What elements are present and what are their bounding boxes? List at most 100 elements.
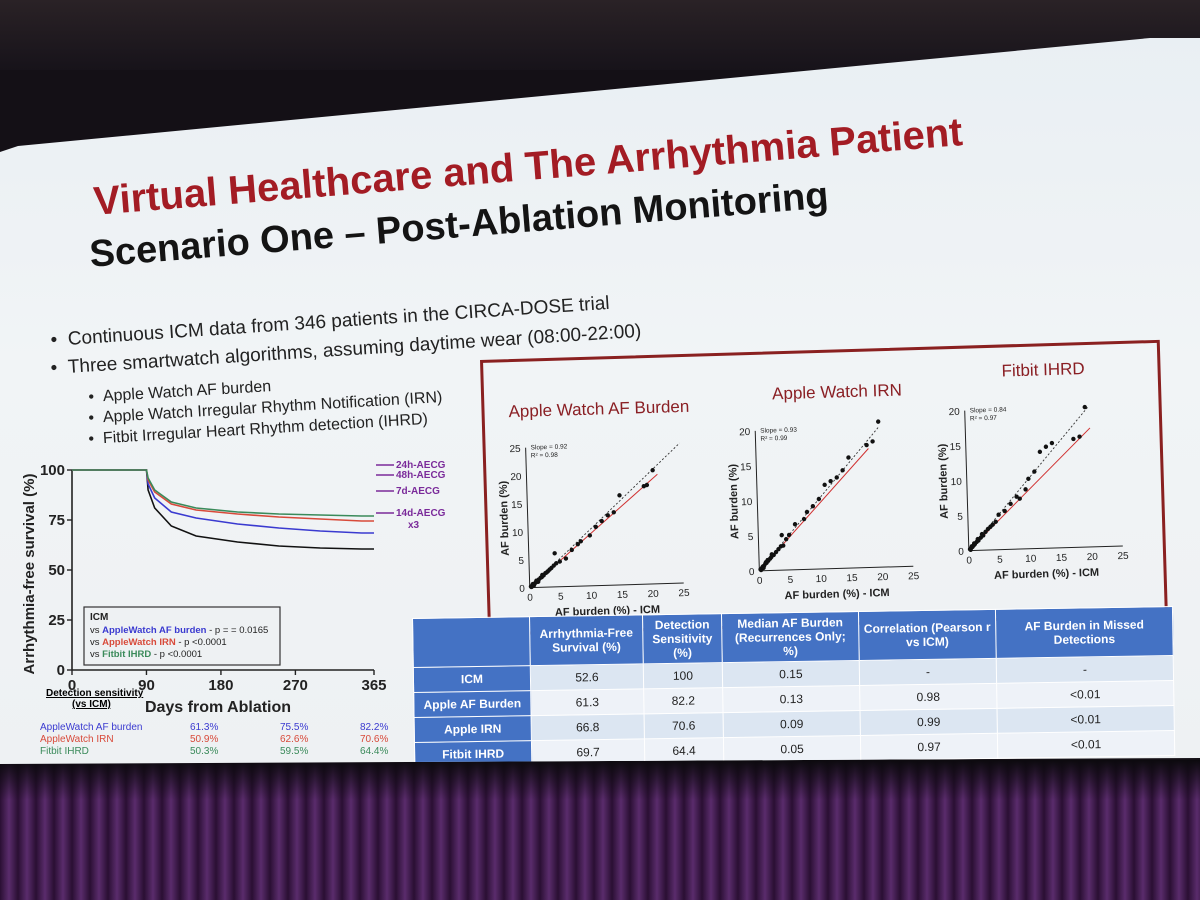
scatter-x-tick: 0 [527, 593, 533, 604]
scatter-x-tick: 15 [1056, 553, 1068, 564]
scatter-point [540, 572, 545, 578]
inset-legend-prefix: vs [90, 649, 102, 660]
sensitivity-row-label: AppleWatch IRN [40, 734, 114, 745]
y-tick-label: 100 [40, 462, 65, 479]
table-cell: 0.99 [860, 708, 998, 736]
sensitivity-value: 70.6% [360, 734, 389, 745]
scatter-y-tick: 0 [519, 584, 525, 595]
sensitivity-value: 59.5% [280, 746, 309, 757]
scatter-x-axis [529, 582, 684, 589]
scatter-point [1082, 404, 1087, 410]
side-legend-label: x3 [408, 520, 420, 531]
scatter-x-tick: 20 [877, 572, 889, 583]
scatter-point [990, 522, 995, 527]
sensitivity-value: 75.5% [280, 722, 309, 733]
sensitivity-value: 82.2% [360, 722, 389, 733]
scatter-point [1043, 444, 1049, 449]
inset-legend-box [83, 606, 281, 666]
scatter-y-tick: 15 [511, 500, 523, 511]
scatter-point [575, 541, 581, 547]
scatter-point [975, 536, 980, 542]
scatter-point [968, 547, 973, 553]
inset-legend-line: vs AppleWatch AF burden - p = = 0.0165 [90, 625, 268, 636]
bullet-glyph: • [88, 388, 95, 406]
scatter-title-irn: Apple Watch IRN [771, 380, 903, 404]
y-tick-label: 50 [48, 562, 65, 579]
row-header: ICM [413, 665, 531, 693]
bullet-glyph: • [50, 329, 59, 351]
stage-shadow [0, 760, 1200, 800]
inset-legend-stat: - p = = 0.0165 [206, 625, 268, 636]
results-header-cell: Median AF Burden (Recurrences Only; %) [721, 611, 860, 663]
r2-label: R² = 0.99 [760, 435, 787, 443]
x-tick-label: 270 [283, 677, 308, 694]
survival-line [72, 469, 374, 517]
scatter-y-tick: 5 [957, 512, 963, 523]
scatter-panel-box: Apple Watch AF Burden Apple Watch IRN Fi… [480, 339, 1168, 636]
table-cell: - [996, 655, 1174, 684]
scatter-point [781, 543, 786, 548]
scatter-y-tick: 20 [510, 472, 522, 483]
inset-legend-name: Fitbit IHRD [102, 649, 151, 660]
scatter-point [611, 510, 616, 515]
table-cell: 0.15 [722, 660, 860, 688]
scatter-y-axis [754, 430, 760, 571]
table-cell: <0.01 [996, 705, 1175, 734]
scatter-point [1049, 440, 1055, 446]
bullet-glyph: • [50, 357, 58, 379]
table-cell: 0.05 [723, 735, 861, 763]
scatter-point [979, 531, 985, 537]
scatter-point [765, 557, 770, 563]
sensitivity-value: 50.3% [190, 746, 219, 757]
scatter-x-tick: 5 [788, 575, 794, 586]
table-cell: 0.13 [722, 685, 861, 713]
slope-label: Slope = 0.84 [970, 406, 1007, 414]
results-header-cell: Detection Sensitivity (%) [642, 613, 723, 664]
scatter-point [531, 583, 537, 588]
table-cell: 0.98 [859, 683, 997, 711]
scatter-point [864, 442, 869, 448]
inset-legend-name: AppleWatch AF burden [102, 625, 207, 636]
scatter-y-tick: 10 [741, 497, 753, 508]
table-cell: 64.4 [644, 737, 724, 764]
scatter-x-tick: 10 [586, 591, 598, 602]
scatter-point [773, 549, 779, 555]
sensitivity-title-line2: (vs ICM) [72, 699, 111, 710]
projection-screen: Virtual Healthcare and The Arrhythmia Pa… [0, 38, 1200, 764]
results-header-cell: Arrhythmia-Free Survival (%) [529, 614, 644, 666]
scatter-point [1026, 476, 1031, 481]
scatter-x-tick: 0 [757, 576, 763, 587]
scatter-point [536, 579, 541, 584]
scatter-point [783, 536, 789, 542]
table-cell: 66.8 [531, 713, 645, 741]
scatter-y-tick: 5 [748, 532, 754, 543]
scatter-point [605, 513, 610, 518]
scatter-x-axis [759, 565, 914, 572]
side-legend-label: 7d-AECG [396, 486, 440, 497]
sensitivity-row-af: AppleWatch AF burden 61.3% 75.5% 82.2% [40, 722, 390, 734]
scatter-y-tick: 5 [518, 556, 524, 567]
scatter-x-label: AF burden (%) - ICM [784, 587, 889, 602]
scatter-point [792, 522, 798, 527]
sensitivity-title-line1: Detection sensitivity [46, 688, 144, 699]
inset-legend-line: vs Fitbit IHRD - p <0.0001 [90, 649, 202, 660]
x-tick-label: 365 [361, 677, 386, 694]
scatter-y-tick: 20 [739, 427, 751, 438]
scatter-point [617, 493, 622, 498]
survival-line [72, 469, 374, 534]
scatter-point [810, 503, 816, 509]
table-cell: 52.6 [530, 663, 644, 691]
scatter-point [544, 570, 549, 575]
table-cell: 61.3 [530, 688, 645, 716]
sensitivity-table: AppleWatch AF burden 61.3% 75.5% 82.2% A… [40, 722, 390, 758]
table-cell: 82.2 [643, 687, 724, 714]
scatter-x-tick: 25 [678, 588, 690, 599]
y-tick-label: 25 [48, 612, 65, 629]
scatter-y-axis [964, 410, 970, 551]
y-tick-label: 75 [48, 512, 65, 529]
scatter-y-tick: 0 [749, 567, 755, 578]
sensitivity-value: 50.9% [190, 734, 219, 745]
x-axis-label: Days from Ablation [145, 699, 291, 716]
scatter-point [563, 556, 569, 561]
